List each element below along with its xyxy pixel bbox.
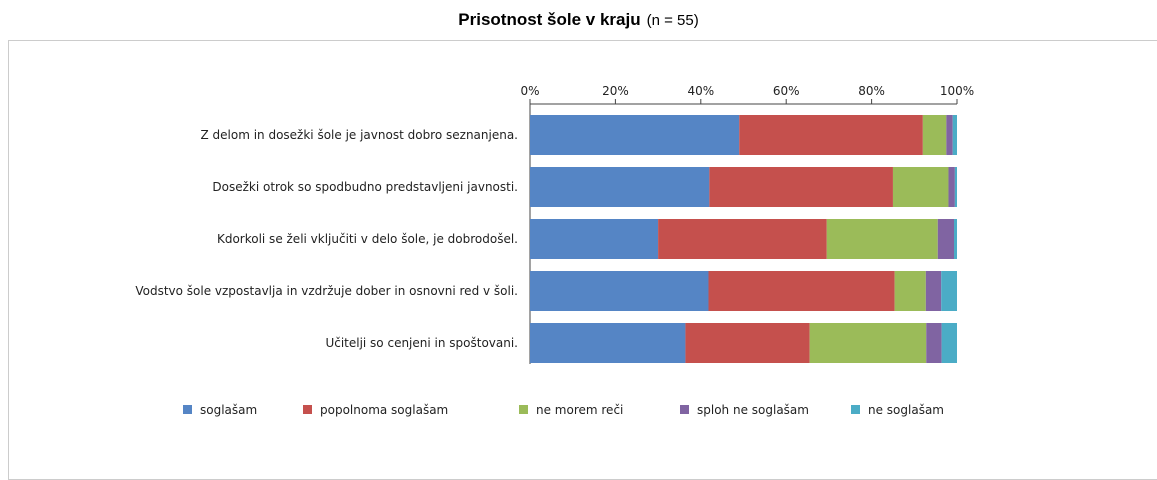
bar-segment <box>809 323 927 363</box>
bar-segment <box>941 271 957 311</box>
bar-segment <box>826 219 938 259</box>
chart-title-box: Prisotnost šole v kraju (n = 55) <box>0 10 1157 30</box>
bar-segment <box>894 271 926 311</box>
chart-subtitle: (n = 55) <box>646 12 699 29</box>
x-tick-label: 60% <box>773 84 800 98</box>
x-tick-label: 0% <box>520 84 539 98</box>
legend-label: sploh ne soglašam <box>697 403 809 417</box>
category-label: Kdorkoli se želi vključiti v delo šole, … <box>216 231 518 246</box>
bar-segment <box>941 323 957 363</box>
legend-swatch <box>183 405 192 414</box>
chart: 0% 20% 40% 60% 80% 100% soglašam popolnoma sogl… <box>183 84 974 417</box>
bar-segment <box>530 167 710 207</box>
category-label: Vodstvo šole vzpostavlja in vzdržuje dob… <box>135 283 518 298</box>
bar-segment <box>925 271 942 311</box>
category-label: Z delom in dosežki šole je javnost dobro… <box>200 127 518 142</box>
legend-label: ne morem reči <box>536 403 623 417</box>
legend-swatch <box>303 405 312 414</box>
legend-swatch <box>519 405 528 414</box>
bar-segment <box>954 167 957 207</box>
bar-segment <box>937 219 955 259</box>
legend-label: ne soglašam <box>868 403 944 417</box>
bar-segment <box>530 271 709 311</box>
bar-segment <box>892 167 949 207</box>
x-tick-label: 20% <box>602 84 629 98</box>
bar-segment <box>709 167 893 207</box>
bar-segment <box>708 271 895 311</box>
category-label: Dosežki otrok so spodbudno predstavljeni… <box>212 179 518 194</box>
bar-segment <box>948 167 955 207</box>
bar-segment <box>952 115 957 155</box>
legend-label: popolnoma soglašam <box>320 403 448 417</box>
legend-swatch <box>851 405 860 414</box>
bar-segment <box>530 115 740 155</box>
bar-segment <box>926 323 942 363</box>
x-tick-label: 80% <box>858 84 885 98</box>
bar-segment <box>946 115 953 155</box>
x-tick-label: 40% <box>687 84 714 98</box>
bar-segment <box>954 219 957 259</box>
category-label: Učitelji so cenjeni in spoštovani. <box>325 335 518 350</box>
bar-segment <box>658 219 827 259</box>
bar-segment <box>530 219 659 259</box>
page: {"chart_data": {"type": "stacked-barh", … <box>0 10 1157 480</box>
bar-segment <box>530 323 686 363</box>
bar-segment <box>922 115 947 155</box>
legend-swatch <box>680 405 689 414</box>
legend-label: soglašam <box>200 403 257 417</box>
x-tick-label: 100% <box>940 84 974 98</box>
bar-segment <box>685 323 810 363</box>
chart-title: Prisotnost šole v kraju <box>458 10 641 29</box>
bar-segment <box>739 115 923 155</box>
